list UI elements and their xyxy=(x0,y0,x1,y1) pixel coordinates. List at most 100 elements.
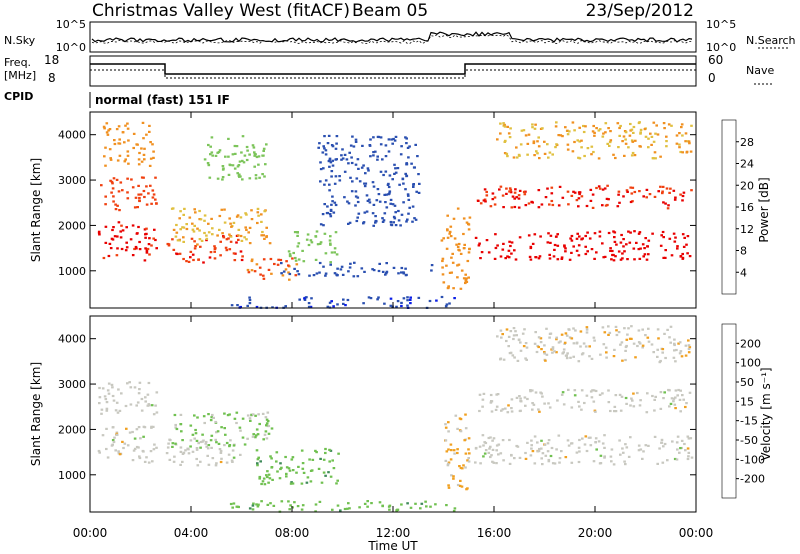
power-cell xyxy=(103,127,106,130)
power-cell xyxy=(231,153,235,156)
power-cell xyxy=(333,272,337,275)
power-cell xyxy=(303,298,307,301)
velocity-cell xyxy=(664,356,667,360)
power-cell xyxy=(513,205,517,209)
velocity-cell xyxy=(296,505,300,508)
power-colorbar-tick-label: 8 xyxy=(740,245,747,258)
velocity-cell xyxy=(318,500,322,503)
velocity-cell xyxy=(268,477,272,480)
velocity-cell xyxy=(195,447,199,450)
velocity-cell xyxy=(199,460,202,463)
velocity-cell xyxy=(458,484,462,487)
power-cell xyxy=(367,296,371,299)
power-cell xyxy=(345,158,349,161)
power-cell xyxy=(193,208,196,211)
power-cell xyxy=(647,253,650,256)
velocity-cell xyxy=(539,391,542,394)
power-cell xyxy=(119,181,123,184)
power-cell xyxy=(430,269,433,272)
power-cell xyxy=(264,163,267,166)
power-cell xyxy=(114,208,118,211)
power-cell xyxy=(117,142,120,145)
velocity-cell xyxy=(624,443,627,446)
velocity-cell xyxy=(482,455,485,458)
velocity-cell xyxy=(605,356,608,359)
velocity-cell xyxy=(155,411,159,414)
power-cell xyxy=(509,127,512,130)
velocity-cell xyxy=(607,333,610,336)
velocity-cell xyxy=(489,455,492,459)
power-cell xyxy=(356,196,360,199)
power-cell xyxy=(230,304,234,307)
power-cell xyxy=(413,217,416,220)
power-cell xyxy=(582,124,585,128)
power-cell xyxy=(631,186,635,189)
velocity-cell xyxy=(645,411,649,414)
power-cell xyxy=(292,251,295,255)
velocity-cell xyxy=(329,475,333,478)
velocity-cell xyxy=(495,444,499,447)
power-cell xyxy=(217,151,221,154)
power-cell xyxy=(143,228,147,231)
velocity-cell xyxy=(637,341,641,344)
velocity-cell xyxy=(513,356,516,359)
velocity-cell xyxy=(142,435,145,438)
power-cell xyxy=(679,150,682,154)
velocity-cell xyxy=(489,445,492,448)
velocity-cell xyxy=(583,443,587,446)
power-cell xyxy=(388,192,391,195)
power-cell xyxy=(143,259,147,262)
power-cell xyxy=(686,252,689,255)
power-cell xyxy=(628,241,632,244)
velocity-cell xyxy=(256,458,260,461)
velocity-cell xyxy=(388,508,391,511)
power-cell xyxy=(368,201,372,204)
power-cell xyxy=(575,199,579,202)
velocity-cell xyxy=(581,352,585,355)
velocity-cell xyxy=(196,464,200,467)
velocity-cell xyxy=(269,502,272,505)
power-cell xyxy=(372,154,375,157)
power-cell xyxy=(503,152,507,155)
power-cell xyxy=(609,139,613,142)
velocity-cell xyxy=(510,410,514,413)
power-cell xyxy=(108,128,112,131)
power-cell xyxy=(333,182,337,185)
power-cell xyxy=(619,241,623,244)
velocity-cell xyxy=(111,386,114,389)
velocity-cell xyxy=(677,342,680,345)
power-cell xyxy=(447,286,450,289)
velocity-cell xyxy=(132,449,136,452)
power-cell xyxy=(662,236,665,239)
power-cell xyxy=(230,225,233,228)
power-cell xyxy=(467,276,470,279)
velocity-cell xyxy=(171,445,174,448)
velocity-cell xyxy=(680,439,684,442)
power-cell xyxy=(680,126,683,129)
velocity-cell xyxy=(512,337,515,341)
power-cell xyxy=(517,153,521,156)
power-cell xyxy=(456,264,459,267)
velocity-cell xyxy=(290,481,293,484)
velocity-cell xyxy=(215,431,218,434)
power-cell xyxy=(333,201,337,204)
velocity-cell xyxy=(419,507,422,510)
power-cell xyxy=(250,209,253,212)
power-cell xyxy=(326,205,329,208)
power-cell xyxy=(622,195,625,198)
power-cell xyxy=(196,227,199,230)
power-cell xyxy=(243,236,246,239)
velocity-cell xyxy=(578,450,581,453)
power-cell xyxy=(127,139,130,142)
power-cell xyxy=(291,257,294,260)
velocity-cell xyxy=(121,440,124,443)
power-cell xyxy=(506,255,509,258)
power-cell xyxy=(555,121,558,124)
power-cell xyxy=(633,230,636,233)
power-cell xyxy=(145,251,149,254)
power-cell xyxy=(405,220,408,223)
velocity-cell xyxy=(536,450,539,453)
velocity-cell xyxy=(199,440,203,444)
power-cell xyxy=(138,196,141,200)
velocity-cell xyxy=(685,402,688,405)
